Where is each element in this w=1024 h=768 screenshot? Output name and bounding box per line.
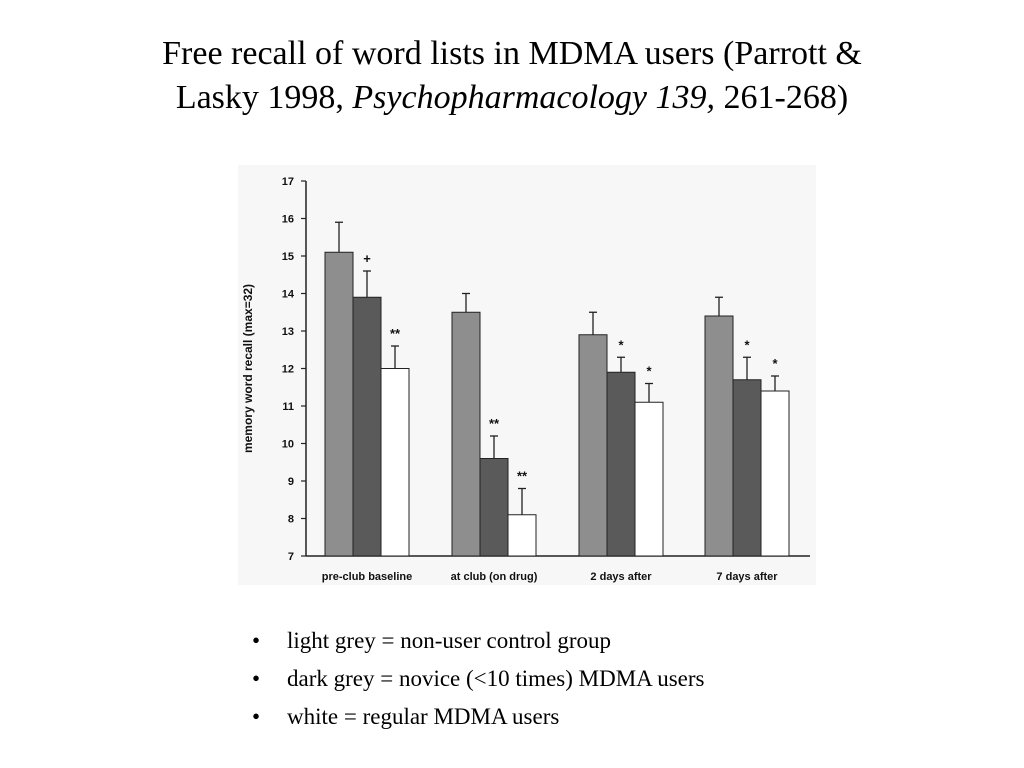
significance-label: *	[744, 337, 750, 352]
slide-title: Free recall of word lists in MDMA users …	[0, 32, 1024, 120]
bar	[451, 311, 481, 557]
bar	[606, 371, 636, 557]
significance-label: **	[489, 416, 500, 431]
y-axis-label: memory word recall (max=32)	[241, 284, 255, 453]
title-line-2c: 261-268)	[715, 79, 849, 116]
bar	[352, 296, 382, 557]
category-label: 7 days after	[716, 571, 778, 583]
y-tick-label: 11	[282, 401, 294, 413]
y-tick-label: 9	[288, 476, 294, 488]
y-tick-label: 12	[282, 364, 294, 376]
y-tick-label: 16	[282, 214, 294, 226]
bar	[380, 368, 410, 557]
bullet: •	[252, 704, 261, 729]
legend-item: • dark grey = novice (<10 times) MDMA use…	[252, 660, 705, 698]
category-label: 2 days after	[590, 571, 652, 583]
bar	[704, 315, 734, 557]
title-line-1: Free recall of word lists in MDMA users …	[162, 35, 862, 72]
bullet: •	[252, 628, 261, 653]
legend-text: light grey = non-user control group	[287, 628, 612, 653]
bar	[507, 514, 537, 557]
bar	[732, 379, 762, 557]
y-tick-label: 8	[288, 514, 294, 526]
legend-list: • light grey = non-user control group • da…	[252, 622, 705, 736]
y-tick-label: 15	[282, 251, 294, 263]
bar	[324, 251, 354, 557]
significance-label: *	[618, 337, 624, 352]
bar-chart: 7 8 9 10 11 12 13 14 15 16 17 memory word recall (m…	[241, 176, 810, 583]
legend-item: • white = regular MDMA users	[252, 698, 705, 736]
y-tick-label: 14	[282, 289, 295, 301]
bar	[578, 334, 608, 557]
bar	[634, 401, 664, 557]
y-tick-label: 17	[282, 176, 294, 188]
legend-text: white = regular MDMA users	[287, 704, 560, 729]
bar	[760, 390, 790, 557]
category-label: at club (on drug)	[451, 571, 538, 583]
significance-label: **	[390, 326, 401, 341]
y-tick-label: 10	[282, 439, 294, 451]
title-journal: Psychopharmacology 139,	[352, 79, 716, 116]
title-line-2a: Lasky 1998,	[175, 79, 353, 116]
legend-item: • light grey = non-user control group	[252, 622, 705, 660]
legend-text: dark grey = novice (<10 times) MDMA user…	[287, 666, 705, 691]
y-tick-label: 7	[288, 551, 294, 563]
bar	[479, 458, 509, 557]
significance-label: **	[517, 469, 528, 484]
y-tick-label: 13	[282, 326, 294, 338]
category-label: pre-club baseline	[322, 571, 412, 583]
significance-label: +	[363, 251, 371, 266]
bullet: •	[252, 666, 261, 691]
significance-label: *	[772, 356, 778, 371]
significance-label: *	[646, 364, 652, 379]
